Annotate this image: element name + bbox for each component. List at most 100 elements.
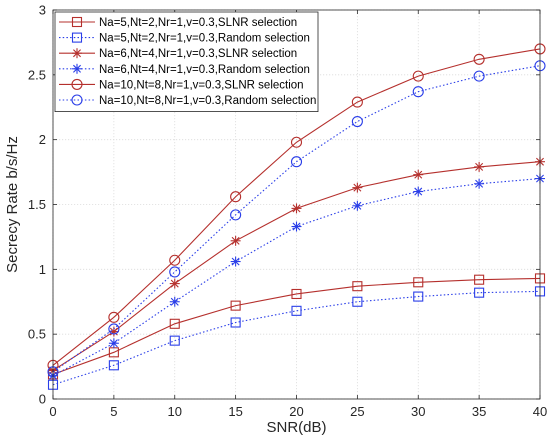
data-point bbox=[169, 335, 180, 346]
data-point bbox=[290, 136, 303, 148]
data-point bbox=[473, 70, 485, 82]
data-point bbox=[291, 288, 302, 300]
asterisk-stroke bbox=[231, 257, 240, 266]
y-tick-label: 2.5 bbox=[28, 67, 46, 82]
series-line bbox=[52, 290, 541, 386]
legend-item: Na=10,Nt=8,Nr=1,v=0.3,SLNR selection bbox=[59, 78, 304, 91]
data-point bbox=[412, 86, 424, 98]
data-point bbox=[351, 115, 363, 128]
data-point bbox=[108, 338, 119, 349]
legend-marker bbox=[71, 16, 83, 28]
legend-label: Na=10,Nt=8,Nr=1,v=0.3,SLNR selection bbox=[99, 79, 304, 91]
x-tick-label: 10 bbox=[168, 404, 182, 419]
legend-marker bbox=[71, 94, 83, 106]
data-point bbox=[473, 53, 485, 65]
data-point bbox=[413, 186, 424, 197]
data-point bbox=[290, 156, 303, 168]
asterisk-stroke bbox=[170, 279, 179, 288]
data-point bbox=[230, 300, 241, 311]
data-point bbox=[413, 169, 424, 180]
ticks: 0 5 10 15 20 25 30 35 40 0 0.5 1 1.5 2 2.5 3 bbox=[28, 3, 547, 420]
legend-label: Na=10,Nt=8,Nr=1,v=0.3,Random selection bbox=[99, 95, 316, 107]
y-axis-label: Secrecy Rate b/s/Hz bbox=[4, 136, 21, 273]
asterisk-stroke bbox=[109, 339, 118, 348]
series-1 bbox=[47, 273, 546, 380]
y-tick-label: 2 bbox=[39, 132, 46, 147]
data-point bbox=[352, 281, 363, 292]
legend-item: Na=6,Nt=4,Nr=1,v=0.3,Random selection bbox=[59, 63, 310, 76]
data-point bbox=[108, 323, 120, 335]
x-tick-label: 15 bbox=[228, 404, 242, 419]
legend-item: Na=10,Nt=8,Nr=1,v=0.3,Random selection bbox=[59, 94, 316, 107]
legend-label: Na=5,Nt=2,Nr=1,v=0.3,Random selection bbox=[99, 33, 310, 45]
data-point bbox=[230, 317, 241, 328]
series-line bbox=[52, 48, 541, 366]
data-point bbox=[474, 161, 485, 172]
data-point bbox=[474, 274, 485, 285]
data-point bbox=[108, 326, 119, 337]
data-point bbox=[291, 221, 302, 232]
legend-marker bbox=[72, 48, 82, 59]
y-tick-label: 1 bbox=[39, 262, 46, 277]
x-tick-label: 0 bbox=[49, 404, 56, 419]
x-tick-label: 35 bbox=[472, 404, 486, 419]
asterisk-stroke bbox=[475, 162, 484, 171]
legend-label: Na=6,Nt=4,Nr=1,v=0.3,SLNR selection bbox=[99, 48, 297, 60]
data-point bbox=[108, 311, 120, 323]
data-point bbox=[352, 296, 363, 307]
legend-label: Na=6,Nt=4,Nr=1,v=0.3,Random selection bbox=[99, 64, 310, 76]
series-2 bbox=[47, 286, 546, 390]
x-axis-label: SNR(dB) bbox=[266, 419, 326, 436]
legend-box bbox=[54, 11, 319, 112]
asterisk-stroke bbox=[475, 179, 484, 188]
x-tick-label: 40 bbox=[533, 404, 547, 419]
data-point bbox=[169, 296, 180, 307]
legend-marker bbox=[71, 32, 83, 43]
asterisk-stroke bbox=[73, 49, 81, 58]
series-5 bbox=[47, 43, 546, 371]
data-point bbox=[413, 291, 424, 302]
legend-item: Na=5,Nt=2,Nr=1,v=0.3,SLNR selection bbox=[59, 16, 297, 29]
asterisk-stroke bbox=[353, 201, 362, 210]
data-point bbox=[474, 178, 485, 189]
data-point bbox=[291, 203, 302, 214]
y-tick-label: 0.5 bbox=[28, 327, 46, 342]
y-tick-label: 1.5 bbox=[28, 197, 46, 212]
asterisk-stroke bbox=[414, 187, 423, 196]
legend-item: Na=5,Nt=2,Nr=1,v=0.3,Random selection bbox=[59, 32, 310, 45]
asterisk-stroke bbox=[292, 204, 301, 213]
asterisk-stroke bbox=[73, 64, 81, 73]
data-point bbox=[230, 209, 242, 221]
legend-marker bbox=[71, 78, 83, 90]
y-tick-label: 3 bbox=[39, 3, 46, 18]
legend: Na=5,Nt=2,Nr=1,v=0.3,SLNR selection Na=5,… bbox=[54, 11, 319, 112]
data-point bbox=[413, 277, 424, 288]
data-point bbox=[169, 278, 180, 289]
y-tick-label: 0 bbox=[39, 392, 46, 407]
data-point bbox=[412, 70, 424, 82]
asterisk-stroke bbox=[353, 183, 362, 192]
data-point bbox=[230, 191, 242, 203]
data-point bbox=[351, 96, 363, 108]
asterisk-stroke bbox=[231, 236, 240, 245]
data-point bbox=[230, 256, 241, 267]
x-tick-label: 25 bbox=[350, 404, 364, 419]
data-point bbox=[169, 266, 181, 278]
legend-label: Na=5,Nt=2,Nr=1,v=0.3,SLNR selection bbox=[99, 17, 297, 29]
legend-marker bbox=[72, 63, 82, 74]
data-point bbox=[169, 254, 181, 266]
data-point bbox=[108, 360, 119, 371]
x-tick-label: 20 bbox=[289, 404, 303, 419]
data-point bbox=[352, 182, 363, 193]
asterisk-stroke bbox=[414, 170, 423, 179]
data-point bbox=[169, 318, 180, 329]
data-point bbox=[352, 200, 363, 211]
data-point bbox=[230, 235, 241, 246]
asterisk-stroke bbox=[292, 222, 301, 231]
series-line bbox=[52, 65, 541, 373]
data-point bbox=[474, 287, 485, 298]
x-tick-label: 5 bbox=[110, 404, 117, 419]
legend-item: Na=6,Nt=4,Nr=1,v=0.3,SLNR selection bbox=[59, 48, 297, 60]
series-line bbox=[52, 277, 541, 375]
